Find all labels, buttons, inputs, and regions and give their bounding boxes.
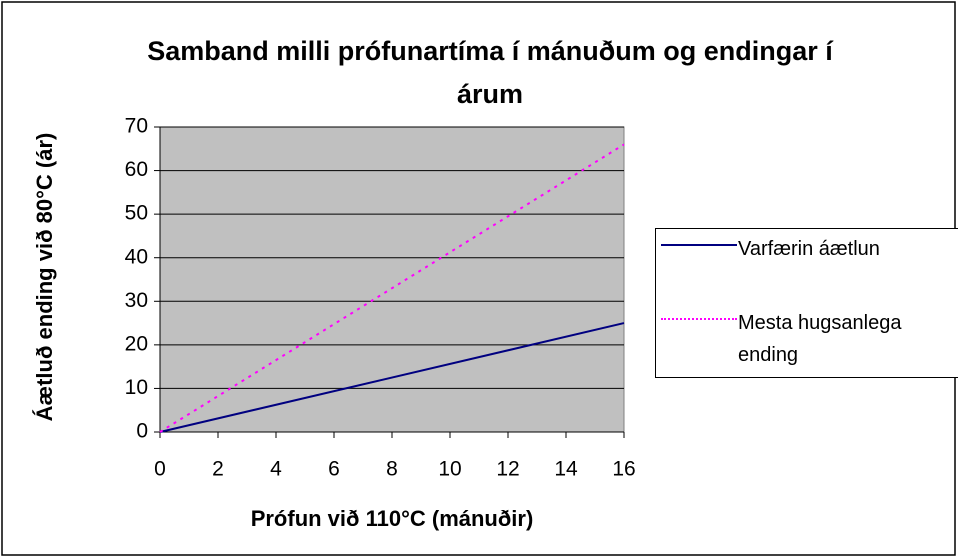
x-tick-label: 12: [496, 458, 519, 481]
y-tick-label: 30: [125, 289, 148, 312]
plot-area: [159, 126, 625, 433]
x-tick-label: 10: [438, 458, 461, 481]
x-tick-label: 4: [270, 458, 282, 481]
legend-swatch: [661, 244, 737, 246]
legend: Varfærin áætlun Mesta hugsanlega ending: [655, 228, 958, 378]
series-line: [159, 322, 625, 433]
x-tick-label: 2: [212, 458, 224, 481]
y-tick-label: 70: [125, 115, 148, 138]
x-axis-label: Prófun við 110°C (mánuðir): [250, 506, 534, 531]
y-tick-label: 20: [125, 332, 148, 355]
y-tick-label: 40: [125, 245, 148, 268]
y-tick-label: 0: [136, 420, 148, 443]
y-tick-label: 10: [125, 376, 148, 399]
x-tick-label: 14: [554, 458, 578, 481]
y-tick-label: 60: [125, 158, 148, 181]
y-tick-label: 50: [125, 202, 148, 225]
series-line: [159, 143, 625, 433]
x-tick-label: 16: [612, 458, 635, 481]
x-tick-label: 6: [328, 458, 340, 481]
y-axis-label: Áætluð ending við 80°C (ár): [32, 132, 57, 422]
legend-label: Varfærin áætlun: [738, 238, 880, 260]
x-tick-label: 8: [386, 458, 398, 481]
legend-label: Mesta hugsanlega ending: [738, 312, 902, 366]
x-tick-label: 0: [154, 458, 166, 481]
legend-swatch: [661, 318, 737, 320]
chart-title: Samband milli prófunartíma í mánuðum og …: [147, 36, 833, 109]
